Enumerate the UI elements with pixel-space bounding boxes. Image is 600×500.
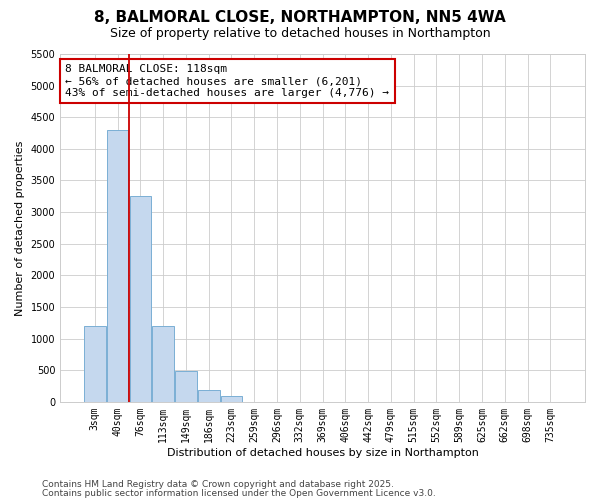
- Bar: [84, 326, 106, 402]
- Text: Contains public sector information licensed under the Open Government Licence v3: Contains public sector information licen…: [42, 489, 436, 498]
- Bar: [152, 326, 174, 402]
- Text: 8 BALMORAL CLOSE: 118sqm
← 56% of detached houses are smaller (6,201)
43% of sem: 8 BALMORAL CLOSE: 118sqm ← 56% of detach…: [65, 64, 389, 98]
- Text: 8, BALMORAL CLOSE, NORTHAMPTON, NN5 4WA: 8, BALMORAL CLOSE, NORTHAMPTON, NN5 4WA: [94, 10, 506, 25]
- Y-axis label: Number of detached properties: Number of detached properties: [15, 140, 25, 316]
- Bar: [130, 196, 151, 402]
- Bar: [175, 372, 197, 402]
- Text: Contains HM Land Registry data © Crown copyright and database right 2025.: Contains HM Land Registry data © Crown c…: [42, 480, 394, 489]
- X-axis label: Distribution of detached houses by size in Northampton: Distribution of detached houses by size …: [167, 448, 479, 458]
- Bar: [198, 390, 220, 402]
- Bar: [107, 130, 128, 402]
- Text: Size of property relative to detached houses in Northampton: Size of property relative to detached ho…: [110, 28, 490, 40]
- Bar: [221, 396, 242, 402]
